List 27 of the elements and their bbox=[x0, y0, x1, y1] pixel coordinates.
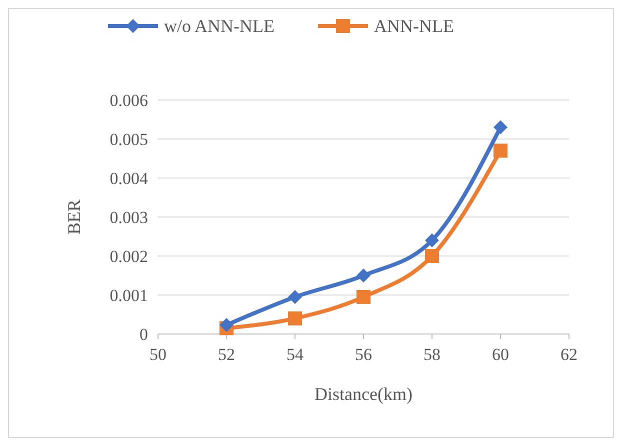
legend-label: ANN-NLE bbox=[374, 16, 454, 36]
y-tick-label: 0.003 bbox=[110, 208, 148, 227]
x-tick-label: 58 bbox=[424, 345, 440, 364]
y-tick-label: 0 bbox=[140, 325, 148, 344]
y-tick-label: 0.006 bbox=[110, 91, 148, 110]
x-tick-label: 54 bbox=[286, 345, 304, 364]
x-tick-label: 56 bbox=[355, 345, 372, 364]
y-tick-label: 0.005 bbox=[110, 130, 148, 149]
y-axis-title: BER bbox=[64, 199, 84, 235]
point bbox=[356, 290, 370, 304]
y-tick-label: 0.001 bbox=[110, 286, 148, 305]
point bbox=[425, 249, 439, 263]
x-tick-label: 52 bbox=[218, 345, 235, 364]
point bbox=[288, 311, 302, 326]
point bbox=[494, 144, 508, 158]
point bbox=[425, 233, 439, 248]
legend-label: w/o ANN-NLE bbox=[164, 16, 274, 36]
y-tick-label: 0.002 bbox=[110, 247, 148, 266]
point bbox=[494, 120, 508, 134]
x-tick-label: 62 bbox=[560, 345, 578, 364]
x-tick-label: 60 bbox=[492, 345, 509, 364]
point bbox=[288, 290, 302, 304]
x-tick-label: 50 bbox=[150, 345, 166, 364]
y-tick-label: 0.004 bbox=[110, 169, 148, 188]
x-axis-title: Distance(km) bbox=[314, 384, 412, 404]
point bbox=[220, 318, 234, 332]
point bbox=[356, 268, 370, 282]
